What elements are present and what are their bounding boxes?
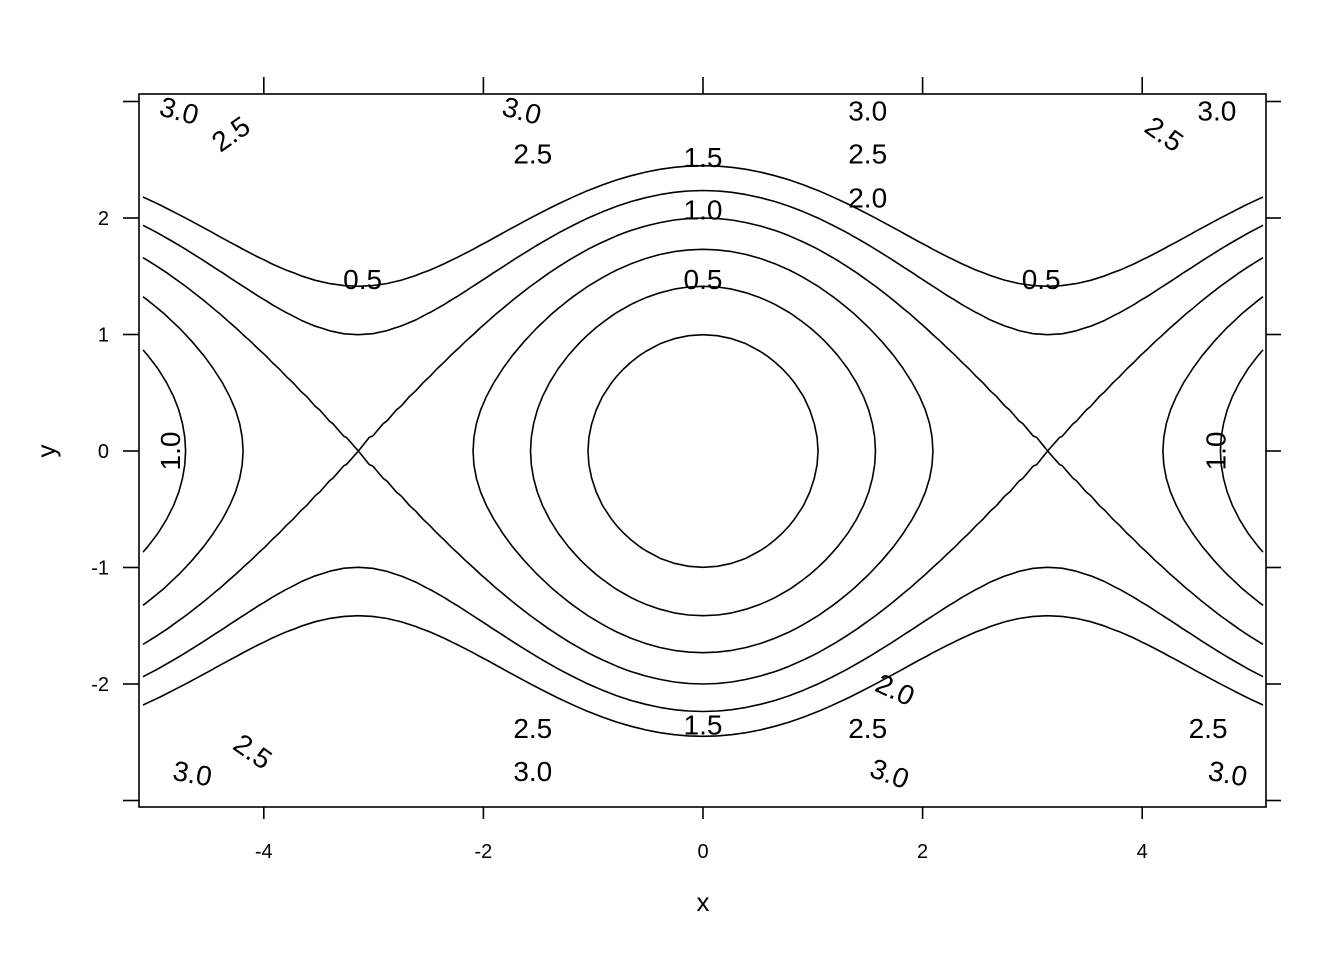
y-tick-label: 1 xyxy=(98,325,109,347)
contour-line-0-5 xyxy=(587,333,819,569)
contour-label: 2.5 xyxy=(206,110,256,158)
contour-line-2-5 xyxy=(142,189,1264,713)
contour-label: 3.0 xyxy=(499,91,545,131)
contour-label: 2.5 xyxy=(513,713,552,744)
x-tick-label: 0 xyxy=(697,841,708,863)
contour-label: 1.5 xyxy=(684,142,723,173)
contour-label: 2.5 xyxy=(848,713,887,744)
contour-label: 2.5 xyxy=(513,138,552,169)
y-tick-label: -2 xyxy=(91,674,109,696)
contour-label: 3.0 xyxy=(848,95,887,126)
contour-label: 2.5 xyxy=(1189,713,1228,744)
axis-ticks: -4 -2 0 2 4 -2 -1 0 1 2 xyxy=(91,77,1281,863)
x-tick-label: 4 xyxy=(1137,841,1148,863)
contour-label: 2.5 xyxy=(848,138,887,169)
contour-label: 1.5 xyxy=(684,709,723,740)
contour-label: 1.0 xyxy=(684,194,723,225)
contour-label: 2.5 xyxy=(1139,110,1189,158)
contour-label: 1.0 xyxy=(155,432,186,471)
contour-label: 2.0 xyxy=(871,668,919,713)
y-axis-label: y xyxy=(31,445,61,458)
contour-label: 2.5 xyxy=(228,728,278,776)
x-tick-label: -4 xyxy=(255,841,273,863)
contour-labels: 3.0 2.5 3.02.5 1.51.03.02.52.03.02.50.5 0.5 0… xyxy=(155,91,1250,795)
contour-label: 2.0 xyxy=(848,183,887,214)
contour-label: 3.0 xyxy=(866,752,913,794)
contour-label: 1.0 xyxy=(1200,432,1231,471)
contour-label: 3.0 xyxy=(1206,755,1250,792)
contour-label: 0.5 xyxy=(343,264,382,295)
y-tick-label: -1 xyxy=(91,558,109,580)
contour-label: 0.5 xyxy=(684,264,723,295)
contour-lines xyxy=(142,164,1264,738)
y-tick-label: 0 xyxy=(98,441,109,463)
contour-label: 0.5 xyxy=(1022,264,1061,295)
x-axis-label: x xyxy=(697,887,710,917)
contour-label: 3.0 xyxy=(1197,95,1236,126)
x-tick-label: -2 xyxy=(475,841,493,863)
contour-line-3 xyxy=(142,164,1264,738)
contour-label: 3.0 xyxy=(513,756,552,787)
contour-label: 3.0 xyxy=(171,755,215,792)
x-tick-label: 2 xyxy=(917,841,928,863)
contour-line-1-5 xyxy=(142,248,1264,654)
contour-line-1 xyxy=(142,285,1264,617)
y-tick-label: 2 xyxy=(98,208,109,230)
contour-line-2 xyxy=(142,217,1264,685)
contour-label: 3.0 xyxy=(156,91,202,131)
